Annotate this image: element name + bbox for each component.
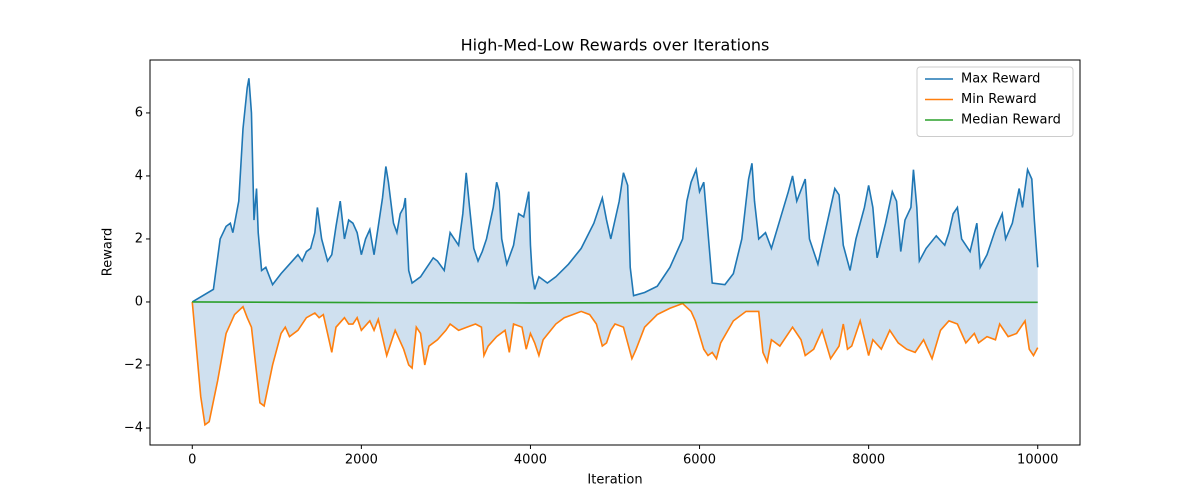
legend-label: Max Reward <box>961 72 1040 87</box>
y-tick-label: −4 <box>124 420 143 435</box>
plot-frame <box>149 59 1081 446</box>
y-axis-label: Reward <box>101 228 116 276</box>
x-tick-label: 0 <box>188 453 196 468</box>
y-tick-label: 2 <box>135 231 143 246</box>
y-tick-label: 0 <box>135 294 143 309</box>
x-tick-label: 10000 <box>1017 453 1058 468</box>
y-tick-label: 4 <box>135 168 143 183</box>
y-tick-label: 6 <box>135 105 143 120</box>
y-tick-label: −2 <box>124 357 143 372</box>
line <box>191 78 1039 303</box>
legend-label: Median Reward <box>961 113 1061 128</box>
line <box>192 301 1038 304</box>
x-axis-label: Iteration <box>587 473 642 488</box>
line <box>191 301 1039 427</box>
legend-box <box>916 66 1074 137</box>
x-tick-label: 2000 <box>345 453 378 468</box>
chart-title: High-Med-Low Rewards over Iterations <box>461 36 770 55</box>
fill-area <box>192 78 1038 425</box>
legend-label: Min Reward <box>961 92 1037 107</box>
x-tick-label: 6000 <box>683 453 716 468</box>
x-tick-label: 4000 <box>514 453 547 468</box>
x-tick-label: 8000 <box>852 453 885 468</box>
